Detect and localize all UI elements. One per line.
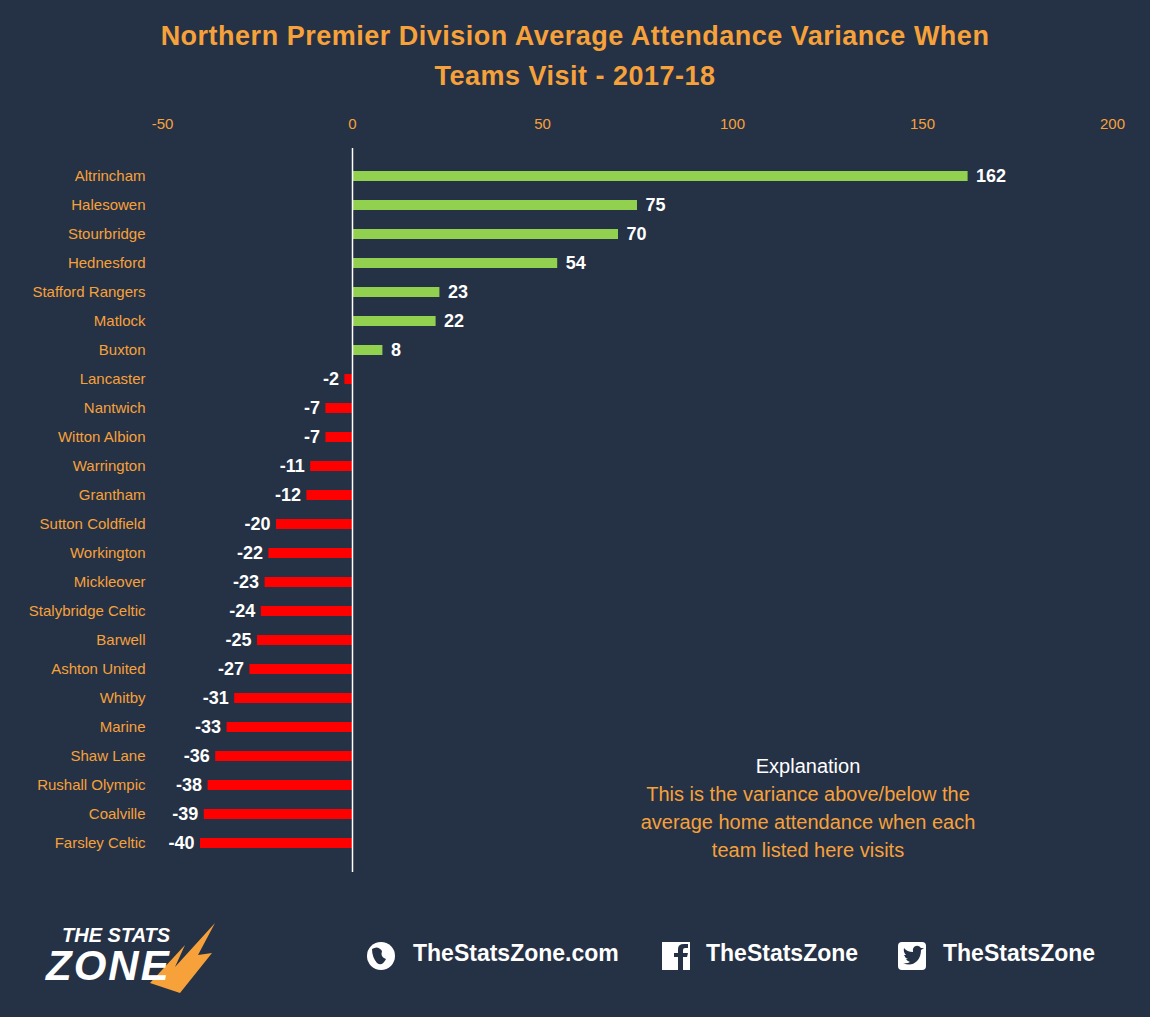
svg-text:-23: -23 — [233, 572, 259, 592]
svg-text:Stafford Rangers: Stafford Rangers — [32, 283, 145, 300]
svg-text:Witton Albion: Witton Albion — [58, 428, 146, 445]
html-text:TheStatsZone: TheStatsZone — [706, 940, 859, 966]
svg-text:Mickleover: Mickleover — [74, 573, 146, 590]
svg-text:-27: -27 — [218, 659, 244, 679]
svg-text:Lancaster: Lancaster — [80, 370, 146, 387]
html-text:TheStatsZone.com: TheStatsZone.com — [413, 940, 619, 966]
svg-text:Farsley Celtic: Farsley Celtic — [55, 834, 146, 851]
svg-text:Coalville: Coalville — [89, 805, 146, 822]
html-text:average home attendance when e: average home attendance when each — [640, 811, 976, 833]
svg-text:Hednesford: Hednesford — [68, 254, 146, 271]
svg-text:100: 100 — [720, 115, 745, 132]
svg-text:0: 0 — [348, 115, 356, 132]
svg-text:Buxton: Buxton — [99, 341, 146, 358]
svg-text:Warrington: Warrington — [73, 457, 146, 474]
svg-text:Workington: Workington — [70, 544, 146, 561]
html-text:Northern Premier Division Aver: Northern Premier Division Average Attend… — [160, 21, 990, 91]
html-text:Explanation: Explanation — [755, 755, 861, 777]
svg-text:23: 23 — [448, 282, 468, 302]
html-text:TheStatsZone: TheStatsZone — [943, 940, 1096, 966]
svg-text:Grantham: Grantham — [79, 486, 146, 503]
svg-text:Ashton United: Ashton United — [51, 660, 145, 677]
svg-text:Whitby: Whitby — [100, 689, 146, 706]
svg-text:THE STATS: THE STATS — [62, 924, 171, 946]
html-text:This is the variance above/bel: This is the variance above/below the — [646, 783, 970, 805]
svg-text:Matlock: Matlock — [94, 312, 146, 329]
svg-text:54: 54 — [566, 253, 586, 273]
svg-text:Nantwich: Nantwich — [84, 399, 146, 416]
svg-text:Stalybridge Celtic: Stalybridge Celtic — [29, 602, 146, 619]
svg-text:-36: -36 — [184, 746, 210, 766]
svg-text:Halesowen: Halesowen — [71, 196, 145, 213]
svg-text:22: 22 — [444, 311, 464, 331]
svg-text:50: 50 — [534, 115, 551, 132]
svg-text:-50: -50 — [152, 115, 174, 132]
svg-text:ZONE: ZONE — [45, 942, 171, 989]
svg-text:200: 200 — [1100, 115, 1125, 132]
svg-text:-2: -2 — [323, 369, 339, 389]
svg-text:8: 8 — [391, 340, 401, 360]
svg-text:-25: -25 — [225, 630, 251, 650]
svg-text:162: 162 — [976, 166, 1006, 186]
svg-text:-39: -39 — [172, 804, 198, 824]
svg-text:Altrincham: Altrincham — [75, 167, 146, 184]
svg-text:-7: -7 — [304, 398, 320, 418]
svg-text:150: 150 — [910, 115, 935, 132]
svg-text:Barwell: Barwell — [96, 631, 145, 648]
svg-text:-40: -40 — [168, 833, 194, 853]
svg-text:-38: -38 — [176, 775, 202, 795]
svg-text:Rushall Olympic: Rushall Olympic — [37, 776, 146, 793]
svg-text:Shaw Lane: Shaw Lane — [70, 747, 145, 764]
svg-text:-12: -12 — [275, 485, 301, 505]
svg-text:70: 70 — [627, 224, 647, 244]
svg-text:Stourbridge: Stourbridge — [68, 225, 146, 242]
svg-text:-7: -7 — [304, 427, 320, 447]
svg-text:-20: -20 — [244, 514, 270, 534]
svg-text:-22: -22 — [237, 543, 263, 563]
svg-text:Marine: Marine — [100, 718, 146, 735]
svg-text:75: 75 — [646, 195, 666, 215]
svg-text:-33: -33 — [195, 717, 221, 737]
svg-text:-11: -11 — [280, 456, 305, 476]
svg-text:Sutton Coldfield: Sutton Coldfield — [40, 515, 146, 532]
html-text:team listed here visits: team listed here visits — [711, 839, 905, 861]
svg-text:-24: -24 — [229, 601, 255, 621]
svg-text:-31: -31 — [203, 688, 229, 708]
